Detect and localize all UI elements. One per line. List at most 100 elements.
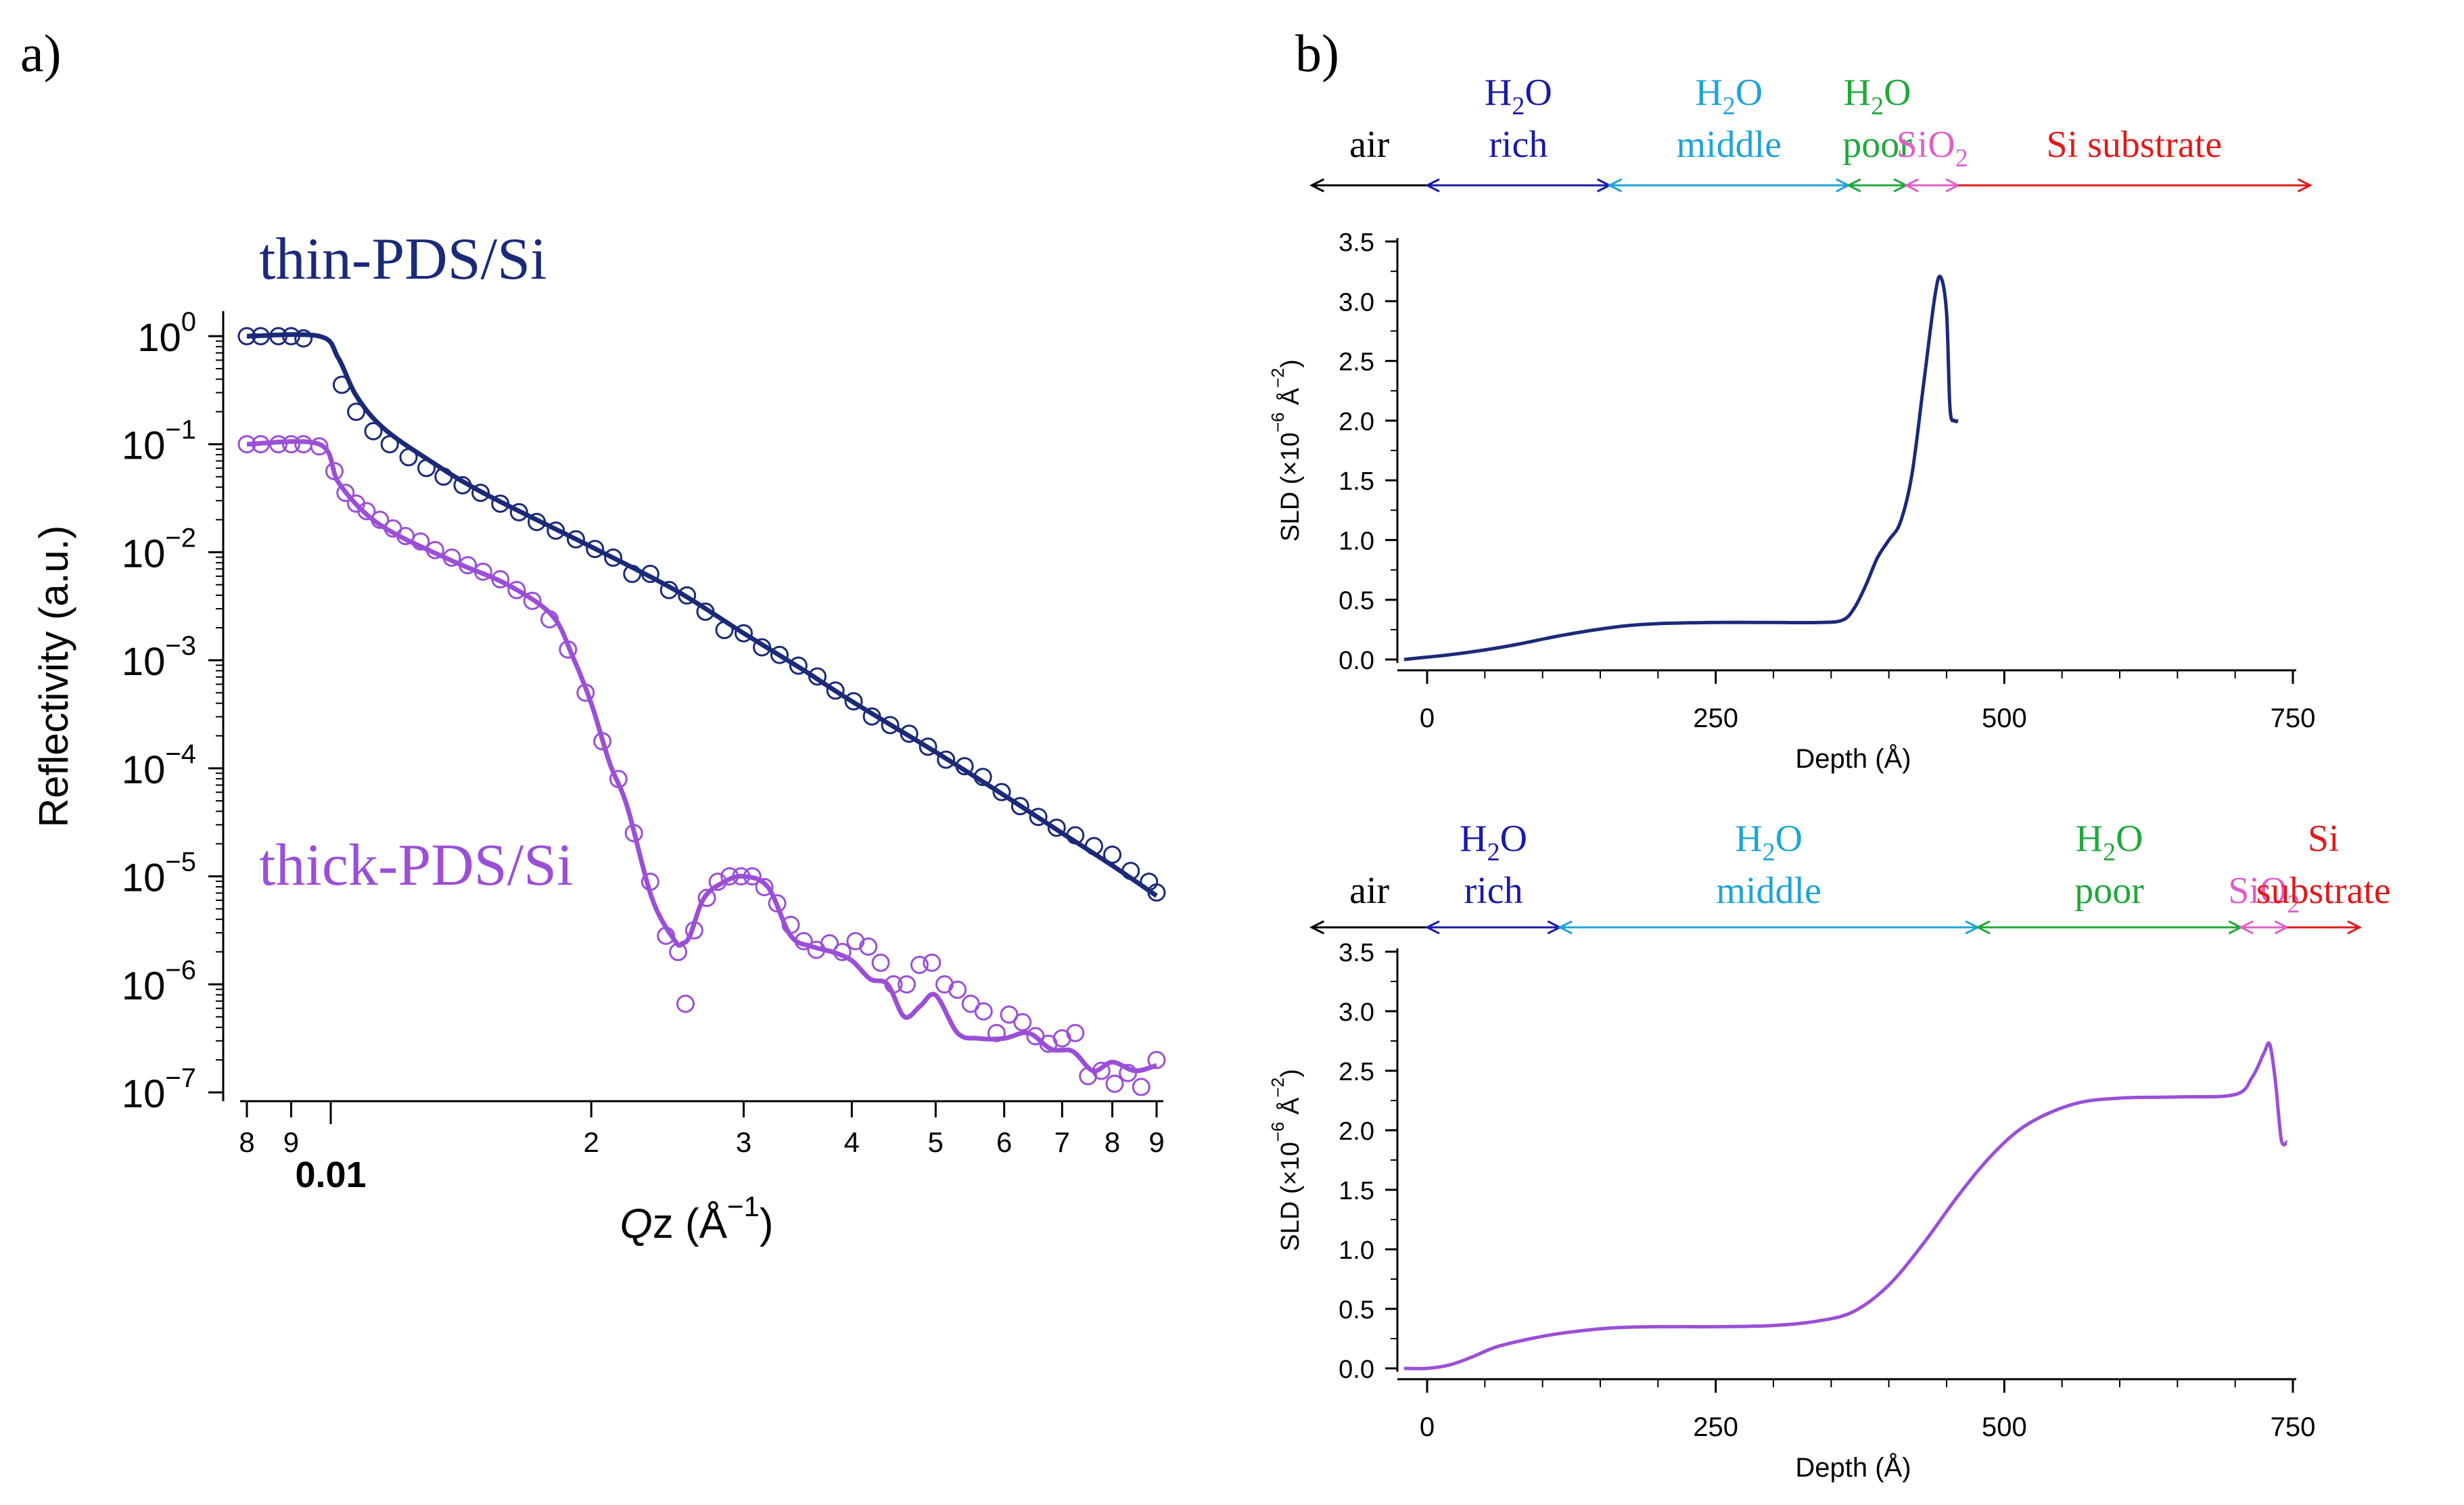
region-arrowhead xyxy=(1424,920,1440,935)
region-arrowhead xyxy=(1607,178,1623,193)
series-label-thick: thick-PDS/Si xyxy=(259,833,574,898)
sld-curve xyxy=(1403,275,1959,662)
data-point xyxy=(735,624,753,643)
x-tick-label: 750 xyxy=(2271,1412,2316,1442)
data-point xyxy=(237,435,256,454)
data-point xyxy=(1010,797,1029,816)
region-label: poor xyxy=(2074,870,2144,912)
data-point xyxy=(833,942,852,961)
y-tick-label: 0.5 xyxy=(1339,587,1374,616)
data-point xyxy=(732,867,751,886)
data-point xyxy=(269,435,288,454)
data-point xyxy=(871,953,890,972)
data-point xyxy=(559,640,578,659)
x-tick-label: 4 xyxy=(844,1126,860,1158)
data-point xyxy=(237,327,256,346)
data-point xyxy=(715,620,734,639)
data-point xyxy=(862,707,881,726)
fit-line-1 xyxy=(246,439,1158,1073)
data-point xyxy=(282,435,300,454)
region-arrowhead xyxy=(1557,920,1573,935)
data-point xyxy=(1000,1005,1019,1024)
data-point xyxy=(528,513,547,532)
data-point xyxy=(434,467,453,486)
data-point xyxy=(755,878,774,896)
data-point xyxy=(1029,808,1048,827)
data-point xyxy=(794,931,813,950)
data-point xyxy=(820,934,839,953)
data-point xyxy=(332,375,351,394)
region-arrowhead xyxy=(1846,178,1861,193)
x-tick-label: 250 xyxy=(1693,1412,1738,1442)
y-tick-label: 10−7 xyxy=(122,1063,196,1116)
data-point xyxy=(1121,862,1140,881)
y-tick-label: 0.5 xyxy=(1339,1296,1374,1324)
data-point xyxy=(684,921,703,940)
data-point xyxy=(567,530,585,549)
y-axis-label: SLD (×10−6 Å−2) xyxy=(1268,359,1305,541)
region-label: middle xyxy=(1716,870,1821,912)
sld-chart-thick: 0.0 0.5 1.0 1.5 2.0 2.5 3.0 3.5 0 250 500 750 Depth … xyxy=(1268,818,2391,1483)
region-arrowhead xyxy=(1975,920,1991,935)
data-point xyxy=(789,656,808,675)
data-point xyxy=(987,1023,1006,1042)
region-label: poor xyxy=(1842,124,1912,166)
region-arrowhead xyxy=(2297,178,2312,193)
data-point xyxy=(1147,883,1166,902)
fit-line-0 xyxy=(246,332,1158,898)
data-point xyxy=(294,329,313,348)
data-point xyxy=(923,953,942,972)
data-point xyxy=(623,564,642,583)
data-point xyxy=(1047,818,1066,837)
x-tick-label: 250 xyxy=(1693,703,1738,733)
sld-chart-thin: 0.0 0.5 1.0 1.5 2.0 2.5 3.0 3.5 0 250 500 750 Depth … xyxy=(1268,72,2315,774)
x-tick-label: 9 xyxy=(1148,1126,1164,1158)
data-point xyxy=(473,562,492,581)
region-label: H2O xyxy=(1844,72,1911,120)
data-point xyxy=(547,522,565,540)
data-point xyxy=(708,873,727,892)
region-label: substrate xyxy=(2256,870,2391,912)
data-point xyxy=(678,586,697,605)
y-tick-label: 2.0 xyxy=(1339,408,1374,436)
x-tick-label: 750 xyxy=(2271,703,2316,733)
data-point xyxy=(269,327,288,346)
y-tick-label: 3.5 xyxy=(1339,939,1374,967)
panel-label-b: b) xyxy=(1295,24,1339,83)
data-point xyxy=(884,975,903,994)
data-point xyxy=(336,484,355,503)
data-point xyxy=(881,716,900,735)
data-point xyxy=(1066,826,1085,845)
data-point xyxy=(910,956,929,974)
data-point xyxy=(586,540,605,559)
y-tick-label: 3.5 xyxy=(1339,229,1374,257)
data-point xyxy=(1066,1023,1085,1042)
data-point xyxy=(509,503,528,522)
x-tick-label: 500 xyxy=(1982,1412,2027,1442)
data-point xyxy=(425,540,444,559)
region-label: H2O xyxy=(1695,72,1763,120)
y-tick-label: 1.5 xyxy=(1339,467,1374,496)
data-point xyxy=(743,867,762,886)
data-point xyxy=(808,667,827,686)
region-label: rich xyxy=(1464,870,1523,912)
data-point xyxy=(696,602,715,621)
region-label: H2O xyxy=(1460,818,1527,866)
y-tick-label: 2.0 xyxy=(1339,1117,1374,1146)
data-point xyxy=(411,532,430,551)
y-axis-label: SLD (×10−6 Å−2) xyxy=(1268,1069,1305,1251)
data-point xyxy=(399,448,418,467)
series-label-thin: thin-PDS/Si xyxy=(259,227,547,292)
data-point xyxy=(1013,1013,1032,1032)
data-point xyxy=(417,459,436,478)
data-point xyxy=(491,494,510,513)
data-point xyxy=(859,937,878,956)
region-label: Si xyxy=(2308,818,2340,860)
plot-area xyxy=(237,327,1166,1096)
data-point xyxy=(898,975,916,994)
data-point xyxy=(604,548,623,567)
data-point xyxy=(325,462,344,481)
region-label: H2O xyxy=(1485,72,1552,120)
